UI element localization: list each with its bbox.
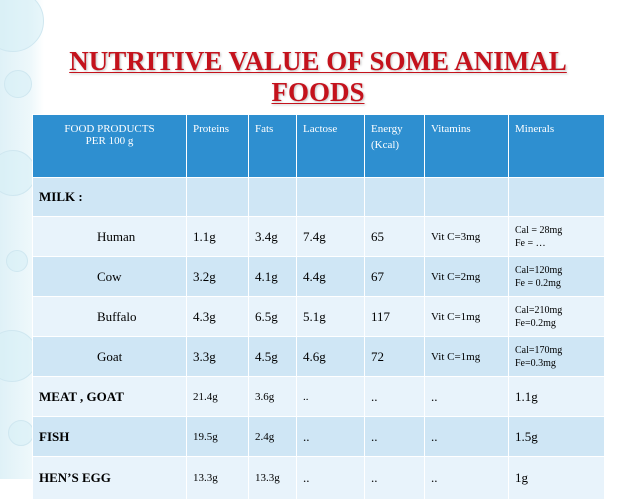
- proteins-value: 3.2g: [186, 256, 249, 297]
- fats-value: 3.6g: [248, 376, 297, 417]
- proteins-value: 3.3g: [186, 336, 249, 377]
- proteins-value: 4.3g: [186, 296, 249, 337]
- fats-value: 13.3g: [248, 456, 297, 500]
- header-energy: Energy (Kcal): [364, 114, 425, 178]
- fats-value: 2.4g: [248, 416, 297, 457]
- proteins-value: 19.5g: [186, 416, 249, 457]
- energy-value: 65: [364, 216, 425, 257]
- fats-value: 3.4g: [248, 216, 297, 257]
- header-lactose: Lactose: [296, 114, 365, 178]
- lactose-value: ..: [296, 376, 365, 417]
- table-row: Human 1.1g 3.4g 7.4g 65 Vit C=3mg Cal = …: [32, 216, 605, 257]
- lactose-value: ..: [296, 416, 365, 457]
- energy-value: 117: [364, 296, 425, 337]
- header-food-products: FOOD PRODUCTS PER 100 g: [32, 114, 187, 178]
- table-row-milk: MILK :: [32, 177, 605, 217]
- minerals-value: 1g: [508, 456, 605, 500]
- decorative-circle: [6, 250, 28, 272]
- vitamins-value: Vit C=2mg: [424, 256, 509, 297]
- decorative-circle: [4, 70, 32, 98]
- table-row: HEN’S EGG 13.3g 13.3g .. .. .. 1g: [32, 456, 605, 500]
- vitamins-value: Vit C=1mg: [424, 336, 509, 377]
- milk-label: MILK :: [32, 177, 187, 217]
- minerals-value: Cal=170mg Fe=0.3mg: [508, 336, 605, 377]
- table-row: MEAT , GOAT 21.4g 3.6g .. .. .. 1.1g: [32, 376, 605, 417]
- energy-value: 72: [364, 336, 425, 377]
- energy-value: ..: [364, 456, 425, 500]
- food-name: Human: [32, 216, 187, 257]
- header-fats: Fats: [248, 114, 297, 178]
- proteins-value: 21.4g: [186, 376, 249, 417]
- header-vitamins: Vitamins: [424, 114, 509, 178]
- title-line-1: NUTRITIVE VALUE OF SOME ANIMAL: [69, 46, 567, 76]
- vitamins-value: ..: [424, 376, 509, 417]
- food-name: FISH: [32, 416, 187, 457]
- minerals-value: Cal=120mg Fe = 0.2mg: [508, 256, 605, 297]
- lactose-value: 7.4g: [296, 216, 365, 257]
- decorative-circle: [8, 420, 34, 446]
- energy-value: 67: [364, 256, 425, 297]
- minerals-value: 1.1g: [508, 376, 605, 417]
- food-name: Goat: [32, 336, 187, 377]
- table-row: Cow 3.2g 4.1g 4.4g 67 Vit C=2mg Cal=120m…: [32, 256, 605, 297]
- lactose-value: ..: [296, 456, 365, 500]
- fats-value: 4.5g: [248, 336, 297, 377]
- fats-value: 6.5g: [248, 296, 297, 337]
- nutrition-table: FOOD PRODUCTS PER 100 g Proteins Fats La…: [32, 114, 605, 500]
- header-row: FOOD PRODUCTS PER 100 g Proteins Fats La…: [32, 114, 605, 178]
- slide-title: NUTRITIVE VALUE OF SOME ANIMAL FOODS: [48, 46, 588, 108]
- vitamins-value: Vit C=1mg: [424, 296, 509, 337]
- proteins-value: 13.3g: [186, 456, 249, 500]
- food-name: HEN’S EGG: [32, 456, 187, 500]
- vitamins-value: Vit C=3mg: [424, 216, 509, 257]
- lactose-value: 5.1g: [296, 296, 365, 337]
- header-proteins: Proteins: [186, 114, 249, 178]
- vitamins-value: ..: [424, 456, 509, 500]
- header-minerals: Minerals: [508, 114, 605, 178]
- minerals-value: Cal = 28mg Fe = …: [508, 216, 605, 257]
- table-row: FISH 19.5g 2.4g .. .. .. 1.5g: [32, 416, 605, 457]
- lactose-value: 4.6g: [296, 336, 365, 377]
- energy-value: ..: [364, 376, 425, 417]
- table-row: Buffalo 4.3g 6.5g 5.1g 117 Vit C=1mg Cal…: [32, 296, 605, 337]
- lactose-value: 4.4g: [296, 256, 365, 297]
- minerals-value: Cal=210mg Fe=0.2mg: [508, 296, 605, 337]
- food-name: MEAT , GOAT: [32, 376, 187, 417]
- minerals-value: 1.5g: [508, 416, 605, 457]
- food-name: Cow: [32, 256, 187, 297]
- title-line-2: FOODS: [271, 77, 365, 107]
- energy-value: ..: [364, 416, 425, 457]
- vitamins-value: ..: [424, 416, 509, 457]
- food-name: Buffalo: [32, 296, 187, 337]
- proteins-value: 1.1g: [186, 216, 249, 257]
- table-row: Goat 3.3g 4.5g 4.6g 72 Vit C=1mg Cal=170…: [32, 336, 605, 377]
- fats-value: 4.1g: [248, 256, 297, 297]
